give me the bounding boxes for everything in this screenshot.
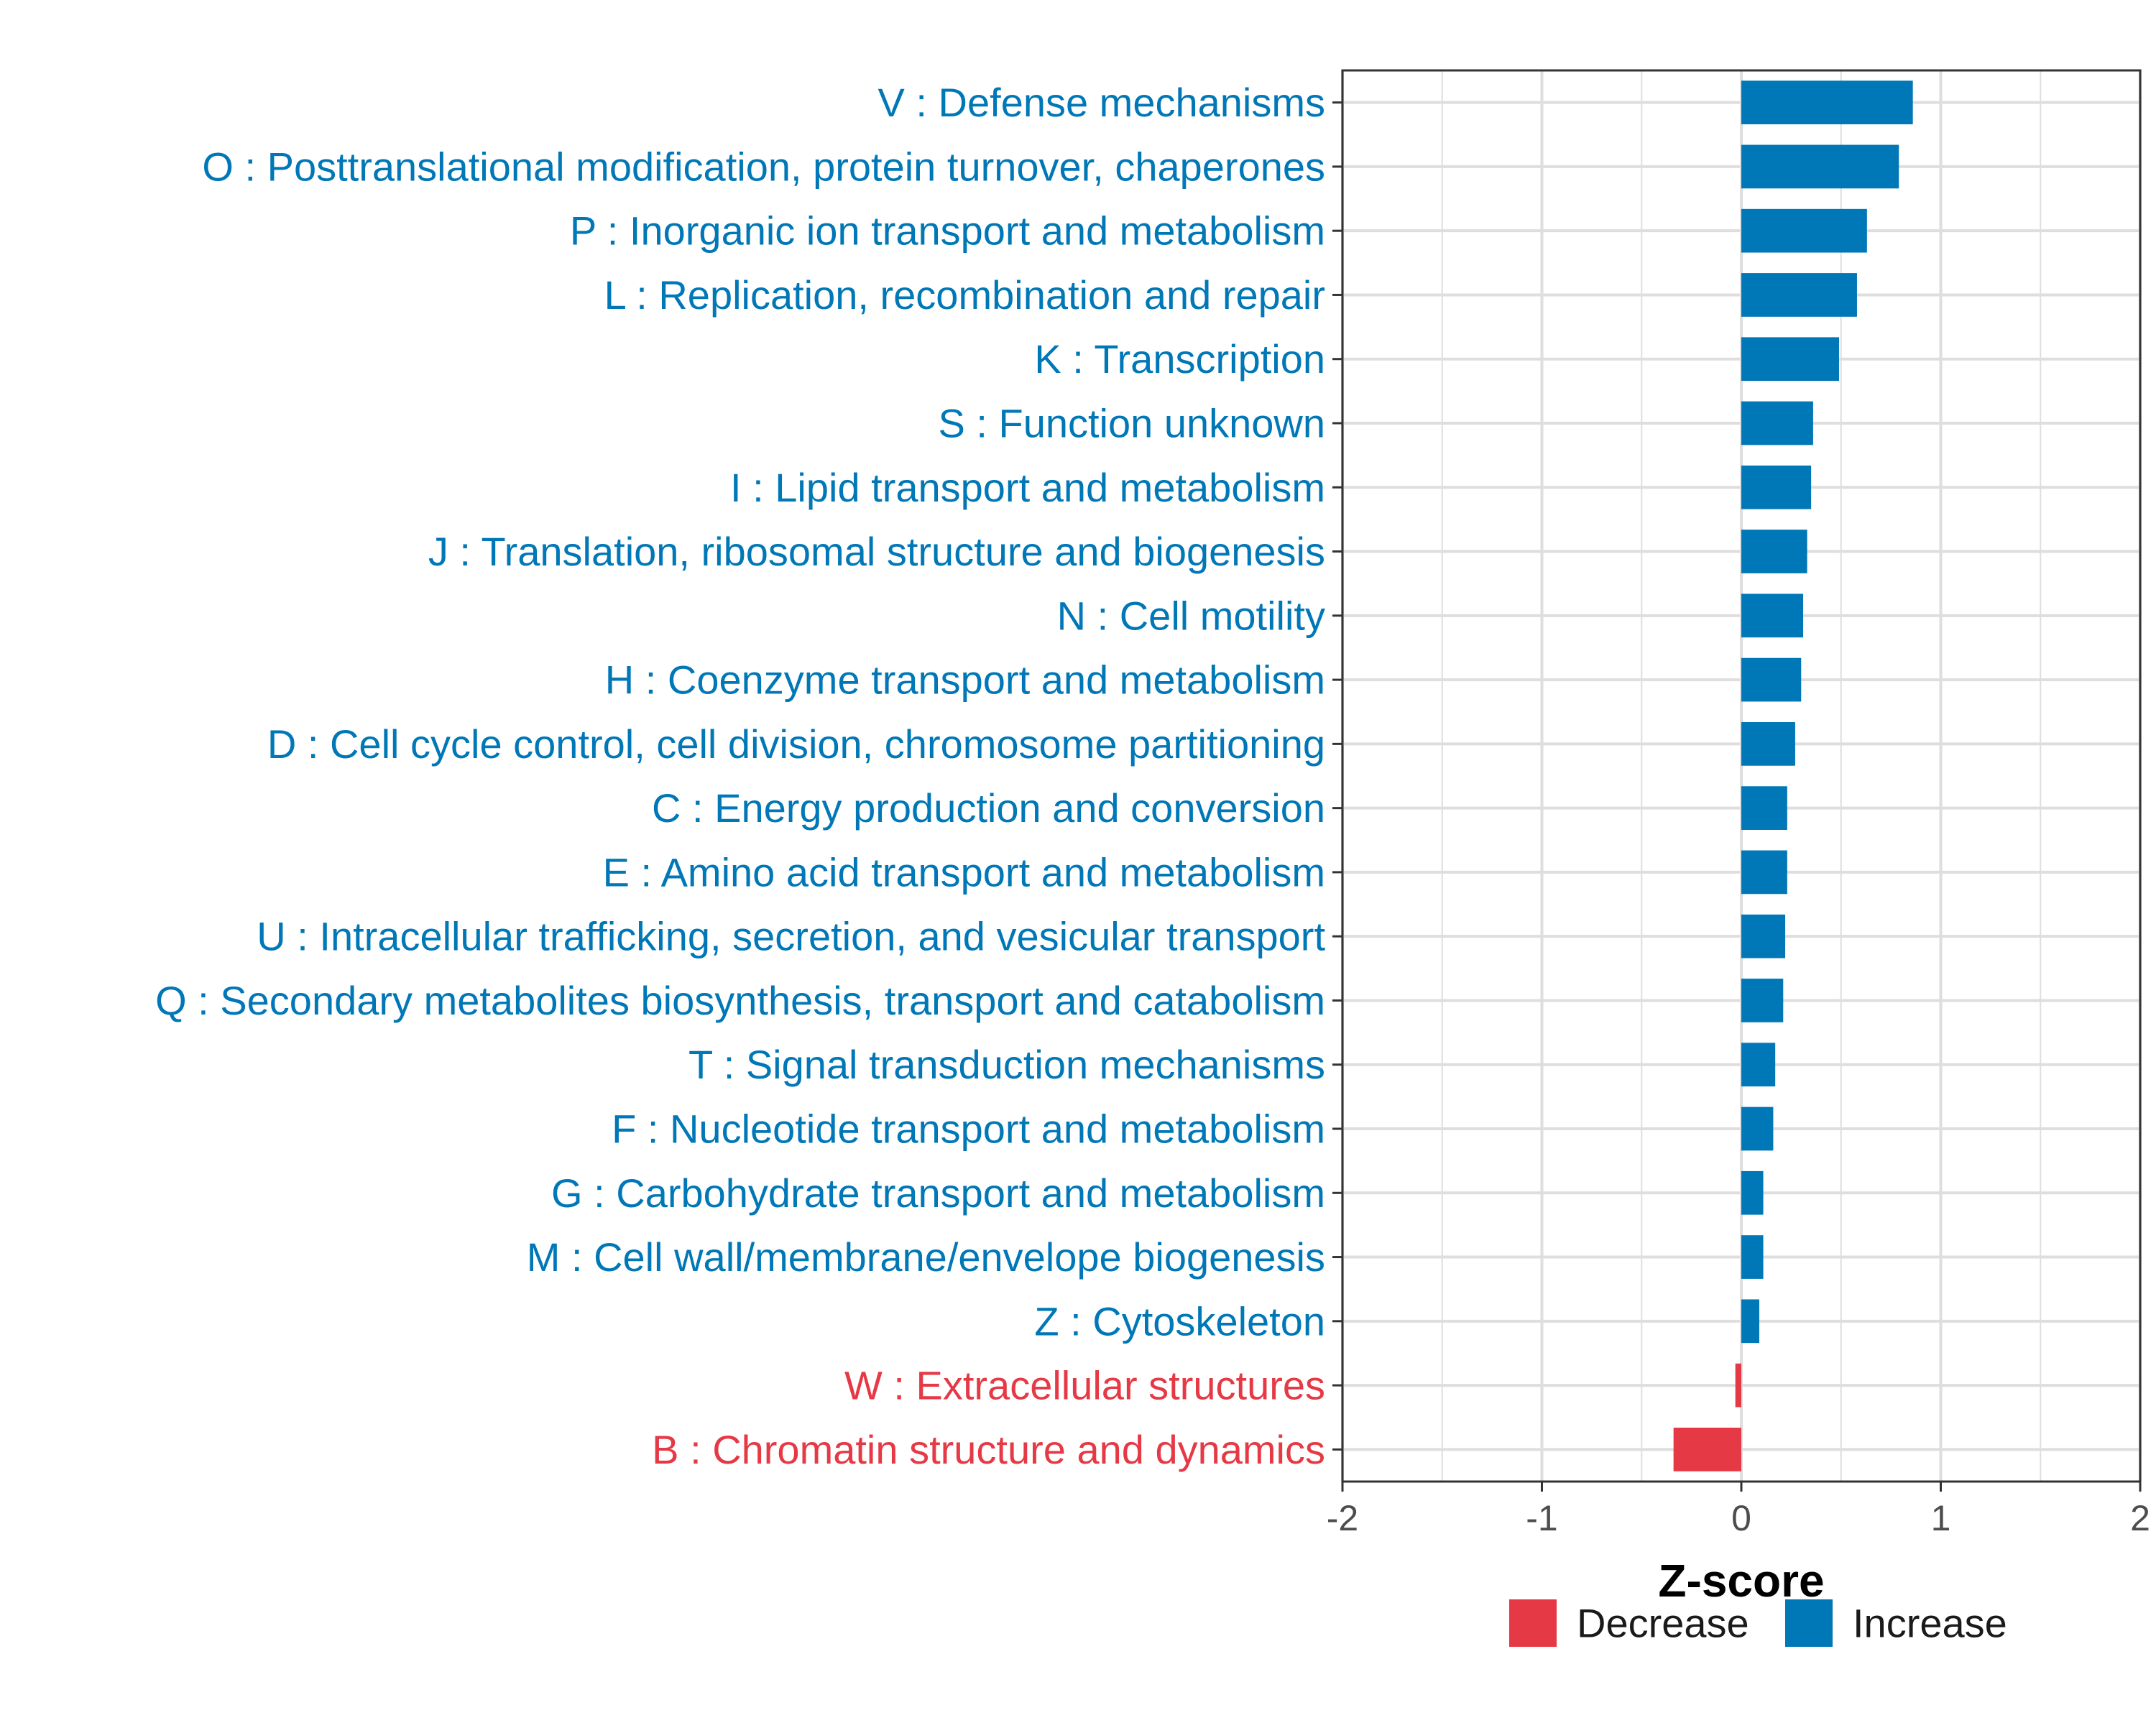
bar-o	[1741, 144, 1899, 189]
category-label: Q : Secondary metabolites biosynthesis, …	[155, 978, 1325, 1023]
legend-key-decrease	[1509, 1599, 1557, 1647]
bar-k	[1741, 337, 1839, 382]
legend-key-increase	[1785, 1599, 1833, 1647]
category-label: V : Defense mechanisms	[878, 80, 1325, 125]
category-label: S : Function unknown	[938, 401, 1325, 446]
bar-w	[1735, 1363, 1741, 1408]
bar-e	[1741, 850, 1787, 895]
bar-c	[1741, 786, 1787, 830]
category-label: J : Translation, ribosomal structure and…	[428, 529, 1325, 574]
bar-h	[1741, 657, 1802, 702]
category-label: O : Posttranslational modification, prot…	[202, 144, 1325, 189]
category-label: G : Carbohydrate transport and metabolis…	[551, 1170, 1325, 1216]
bar-layer	[1673, 80, 1913, 1471]
legend-label-decrease: Decrease	[1577, 1601, 1749, 1646]
category-label: U : Intracellular trafficking, secretion…	[257, 914, 1325, 959]
bar-l	[1741, 273, 1857, 317]
x-tick-label: -2	[1327, 1498, 1358, 1538]
category-label: P : Inorganic ion transport and metaboli…	[570, 208, 1325, 254]
category-labels: V : Defense mechanisms O : Posttranslatio…	[155, 80, 1325, 1472]
x-tick-label: 2	[2130, 1498, 2150, 1538]
bar-n	[1741, 593, 1804, 638]
y-ticks	[1332, 101, 1342, 1451]
x-tick-label: 0	[1731, 1498, 1751, 1538]
legend: Decrease Increase	[1509, 1599, 2007, 1647]
category-label: B : Chromatin structure and dynamics	[652, 1427, 1325, 1472]
x-ticks: -2 -1 0 1 2	[1327, 1482, 2150, 1538]
bar-b	[1673, 1428, 1741, 1471]
category-label: K : Transcription	[1034, 336, 1325, 382]
category-label: H : Coenzyme transport and metabolism	[605, 657, 1325, 703]
category-label: M : Cell wall/membrane/envelope biogenes…	[527, 1234, 1325, 1280]
bar-p	[1741, 208, 1867, 253]
bar-j	[1741, 530, 1807, 573]
bar-u	[1741, 914, 1786, 958]
category-label: L : Replication, recombination and repai…	[604, 272, 1325, 318]
category-label: I : Lipid transport and metabolism	[730, 465, 1325, 510]
x-tick-label: 1	[1931, 1498, 1951, 1538]
category-label: Z : Cytoskeleton	[1034, 1298, 1325, 1344]
bar-f	[1741, 1106, 1774, 1151]
bar-m	[1741, 1235, 1764, 1279]
bar-g	[1741, 1170, 1764, 1215]
category-label: F : Nucleotide transport and metabolism	[612, 1106, 1325, 1152]
category-label: C : Energy production and conversion	[652, 785, 1325, 831]
legend-label-increase: Increase	[1853, 1601, 2007, 1646]
bar-s	[1741, 401, 1813, 445]
bar-t	[1741, 1043, 1776, 1087]
category-label: D : Cell cycle control, cell division, c…	[267, 721, 1325, 767]
bar-i	[1741, 465, 1812, 509]
bar-d	[1741, 722, 1795, 766]
category-label: E : Amino acid transport and metabolism	[603, 849, 1325, 895]
bar-q	[1741, 979, 1784, 1022]
category-label: W : Extracellular structures	[844, 1363, 1325, 1408]
x-tick-label: -1	[1526, 1498, 1557, 1538]
bar-v	[1741, 80, 1913, 124]
category-label: N : Cell motility	[1057, 593, 1325, 638]
category-label: T : Signal transduction mechanisms	[688, 1042, 1325, 1087]
bar-z	[1741, 1299, 1759, 1344]
x-axis-title: Z-score	[1658, 1555, 1824, 1607]
